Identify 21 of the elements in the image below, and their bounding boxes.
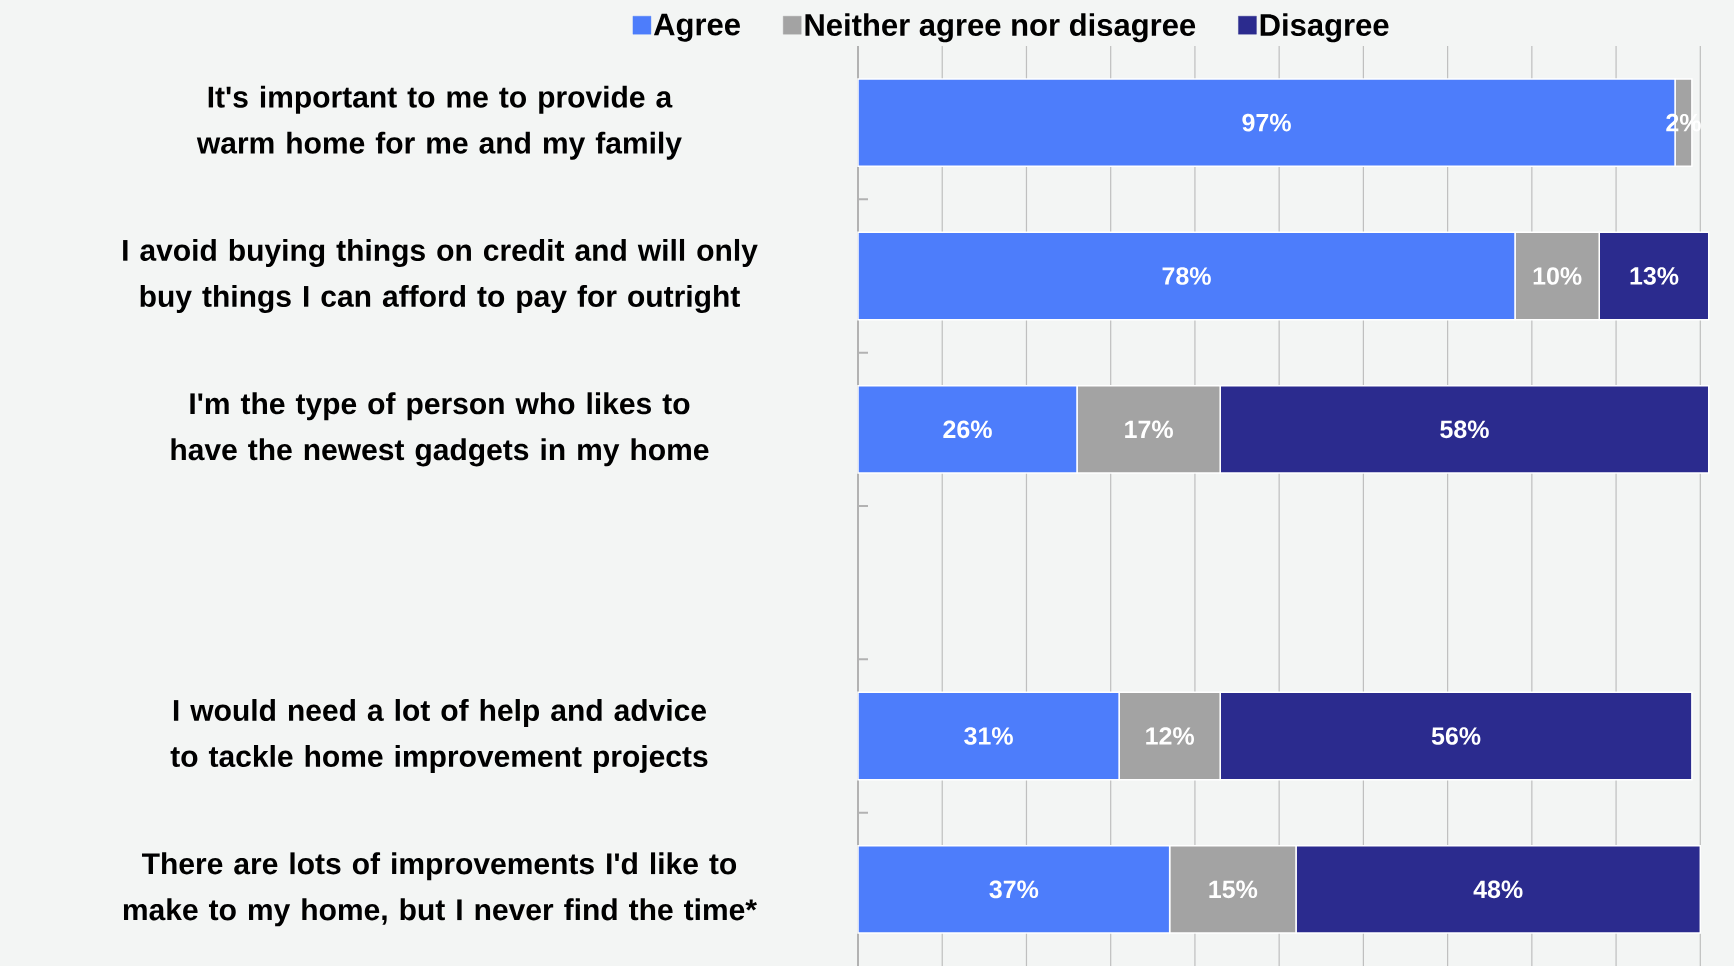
y-tick-label: I avoid buying things on credit and will only buy things I can afford to pay for outright	[123, 239, 758, 314]
data-label: 26%	[943, 420, 992, 439]
y-tick-label: I'm the type of person who likes to have the newest gadgets in my home	[171, 392, 709, 467]
data-label: 37%	[989, 880, 1039, 899]
data-label: 97%	[1242, 113, 1291, 132]
data-label: 15%	[1209, 880, 1258, 899]
legend-label: Neither agree nor disagree	[805, 13, 1196, 43]
data-label: 58%	[1440, 420, 1489, 439]
data-label: 78%	[1162, 267, 1211, 285]
data-label: 31%	[964, 727, 1013, 745]
data-label: 56%	[1431, 727, 1481, 745]
y-tick-label: It's important to me to provide a warm home for me and my family	[196, 85, 682, 160]
y-tick-label: There are lots of improvements I'd like to make to my home, but I never find the time*	[123, 852, 757, 927]
data-label: 48%	[1473, 880, 1523, 899]
legend-label: Agree	[653, 13, 740, 42]
data-label: 17%	[1125, 420, 1173, 439]
data-label: 10%	[1533, 267, 1582, 285]
data-label: 12%	[1146, 727, 1195, 745]
legend-label: Disagree	[1260, 13, 1389, 43]
y-tick-label: I would need a lot of help and advice to tackle home improvement projects	[170, 699, 708, 774]
data-label: 13%	[1630, 267, 1679, 285]
